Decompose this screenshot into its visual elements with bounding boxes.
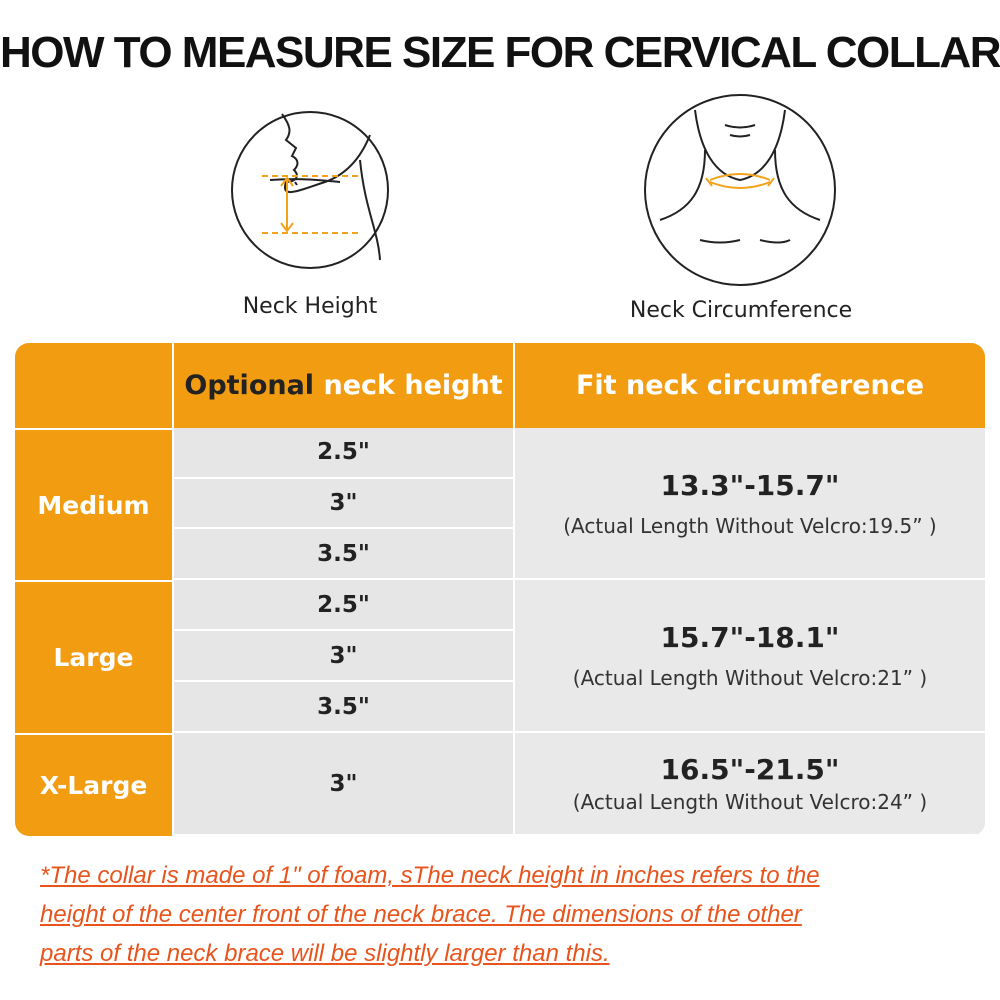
length-note: (Actual Length Without Velcro:24” ) [572,790,928,814]
header-text: Optional [184,370,315,401]
height-cell: 2.5" [172,580,515,631]
circumference-cell: 15.7"-18.1" (Actual Length Without Velcro… [515,580,985,733]
length-note: (Actual Length Without Velcro:21” ) [572,666,928,690]
height-cell: 2.5" [172,428,515,479]
circumference: 15.7"-18.1" [660,621,840,654]
length-note: (Actual Length Without Velcro:19.5” ) [563,513,937,538]
header-cell: Fit neck circumference [575,370,925,401]
illustration-label: Neck Height [242,294,378,319]
size-cell: X-Large [15,733,172,836]
title: HOW TO MEASURE SIZE FOR CERVICAL COLLAR [0,28,1000,77]
size-cell: Medium [15,428,172,580]
footnote-line: *The collar is made of 1" of foam, sThe … [40,862,820,889]
circumference: 16.5"-21.5" [660,753,840,786]
header-text: neck height [323,370,503,401]
circumference-cell: 13.3"-15.7" (Actual Length Without Velcro… [515,428,985,580]
circumference-cell: 16.5"-21.5" (Actual Length Without Velcro… [515,733,985,836]
height-cell: 3.5" [172,529,515,580]
height-cell: 3" [172,478,515,530]
size-table: Optional neck height Fit neck circumfere… [15,343,985,836]
header-row [15,343,985,428]
footnote-line: parts of the neck brace will be slightly… [40,940,610,967]
circumference: 13.3"-15.7" [660,468,840,502]
height-cell: 3.5" [172,682,515,733]
height-cell: 3" [172,733,515,836]
size-cell: Large [15,580,172,733]
illustration-label: Neck Circumference [629,298,853,323]
footnote-line: height of the center front of the neck b… [40,901,802,928]
illustrations [231,94,836,286]
height-cell: 3" [172,631,515,682]
header-cell: Optional neck height [172,343,515,428]
